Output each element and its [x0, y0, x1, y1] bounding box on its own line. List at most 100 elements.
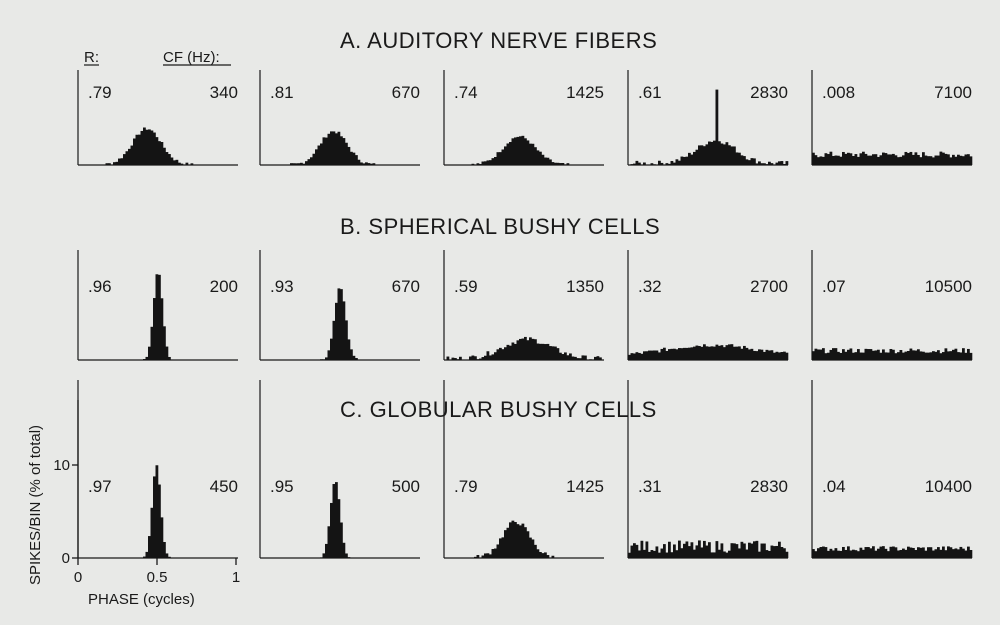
hist-bar — [640, 353, 644, 360]
hist-bar — [715, 541, 719, 558]
hist-bar — [160, 298, 164, 360]
hist-bar — [768, 161, 771, 165]
hist-bar — [509, 142, 512, 165]
hist-bar — [476, 163, 480, 165]
hist-bar — [529, 537, 532, 558]
hist-bar — [844, 549, 848, 558]
hist-bar — [959, 352, 963, 360]
hist-bar — [330, 131, 333, 165]
hist-bar — [867, 349, 870, 360]
hist-bar — [849, 550, 853, 558]
hist-bar — [934, 549, 938, 558]
panel-cf-2-3: 2830 — [750, 477, 788, 496]
panel-r-1-0: .96 — [88, 277, 112, 296]
hist-bar — [837, 550, 840, 558]
hist-bar — [889, 546, 893, 558]
hist-bar — [135, 134, 139, 165]
hist-bar — [842, 151, 845, 165]
panel-cf-1-1: 670 — [392, 277, 420, 296]
hist-bar — [514, 137, 517, 165]
hist-bar — [660, 548, 664, 558]
hist-bar — [912, 350, 915, 360]
hist-bar — [640, 540, 644, 558]
hist-bar — [783, 548, 786, 558]
hist-bar — [340, 289, 343, 360]
hist-bar — [125, 151, 129, 165]
panel-cf-2-0: 450 — [210, 477, 238, 496]
hist-bar — [887, 551, 890, 558]
hist-bar — [529, 337, 532, 360]
hist-bar — [962, 548, 965, 558]
hist-bar — [509, 522, 512, 558]
hist-bar — [658, 552, 661, 558]
panel-r-2-3: .31 — [638, 477, 662, 496]
hist-bar — [892, 546, 895, 558]
hist-bar — [715, 89, 719, 165]
hist-bar — [559, 163, 562, 165]
hist-bar — [469, 356, 472, 360]
hist-bar — [882, 152, 885, 165]
hist-bar — [160, 142, 164, 165]
hist-bar — [680, 156, 684, 165]
hist-bar — [688, 546, 691, 558]
hist-bar — [919, 157, 923, 165]
hist-bar — [153, 298, 156, 360]
hist-bar — [819, 547, 823, 558]
hist-bar — [678, 348, 681, 360]
hist-bar — [516, 136, 520, 165]
hist-bar — [969, 156, 973, 165]
hist-bar — [165, 553, 169, 558]
hist-bar — [832, 550, 835, 558]
hist-bar — [755, 351, 759, 360]
hist-bar — [785, 352, 789, 360]
hist-bar — [559, 352, 562, 360]
hist-bar — [481, 357, 485, 360]
hist-bar — [778, 161, 781, 165]
hist-bar — [564, 164, 567, 165]
hist-bar — [929, 547, 933, 558]
hist-bar — [145, 129, 149, 165]
hist-bar — [526, 340, 530, 360]
hist-bar — [912, 547, 915, 558]
hist-bar — [824, 547, 828, 558]
hist-bar — [476, 359, 480, 360]
hist-bar — [750, 348, 754, 360]
hist-bar — [506, 344, 510, 360]
hist-bar — [531, 143, 535, 165]
hist-bar — [673, 348, 676, 360]
hist-bar — [322, 553, 326, 558]
hist-bar — [817, 349, 820, 360]
hist-bar — [753, 350, 756, 360]
hist-bar — [549, 159, 552, 165]
hist-bar — [884, 153, 888, 165]
hist-bar — [842, 546, 845, 558]
hist-bar — [964, 550, 968, 558]
hist-bar — [335, 133, 338, 165]
hist-bar — [937, 350, 940, 360]
hist-bar — [814, 551, 818, 558]
hist-bar — [584, 355, 587, 360]
hist-bar — [872, 546, 875, 558]
hist-bar — [163, 542, 166, 558]
hist-bar — [579, 358, 582, 360]
hist-bar — [489, 160, 492, 165]
hist-bar — [869, 155, 873, 165]
panel-cf-1-3: 2700 — [750, 277, 788, 296]
hist-bar — [511, 342, 515, 360]
hist-bar — [494, 352, 497, 360]
hist-bar — [959, 546, 963, 558]
hist-bar — [683, 347, 686, 360]
hist-bar — [713, 346, 716, 360]
hist-bar — [728, 344, 731, 360]
hist-bar — [969, 352, 973, 360]
hist-bar — [822, 546, 825, 558]
hist-bar — [710, 346, 714, 360]
hist-bar — [693, 549, 696, 558]
hist-bar — [957, 352, 960, 360]
hist-bar — [954, 156, 958, 165]
hist-bar — [494, 548, 497, 558]
hist-bar — [539, 343, 542, 360]
hist-bar — [894, 155, 898, 165]
hist-bar — [962, 156, 965, 165]
hist-bar — [521, 523, 525, 558]
